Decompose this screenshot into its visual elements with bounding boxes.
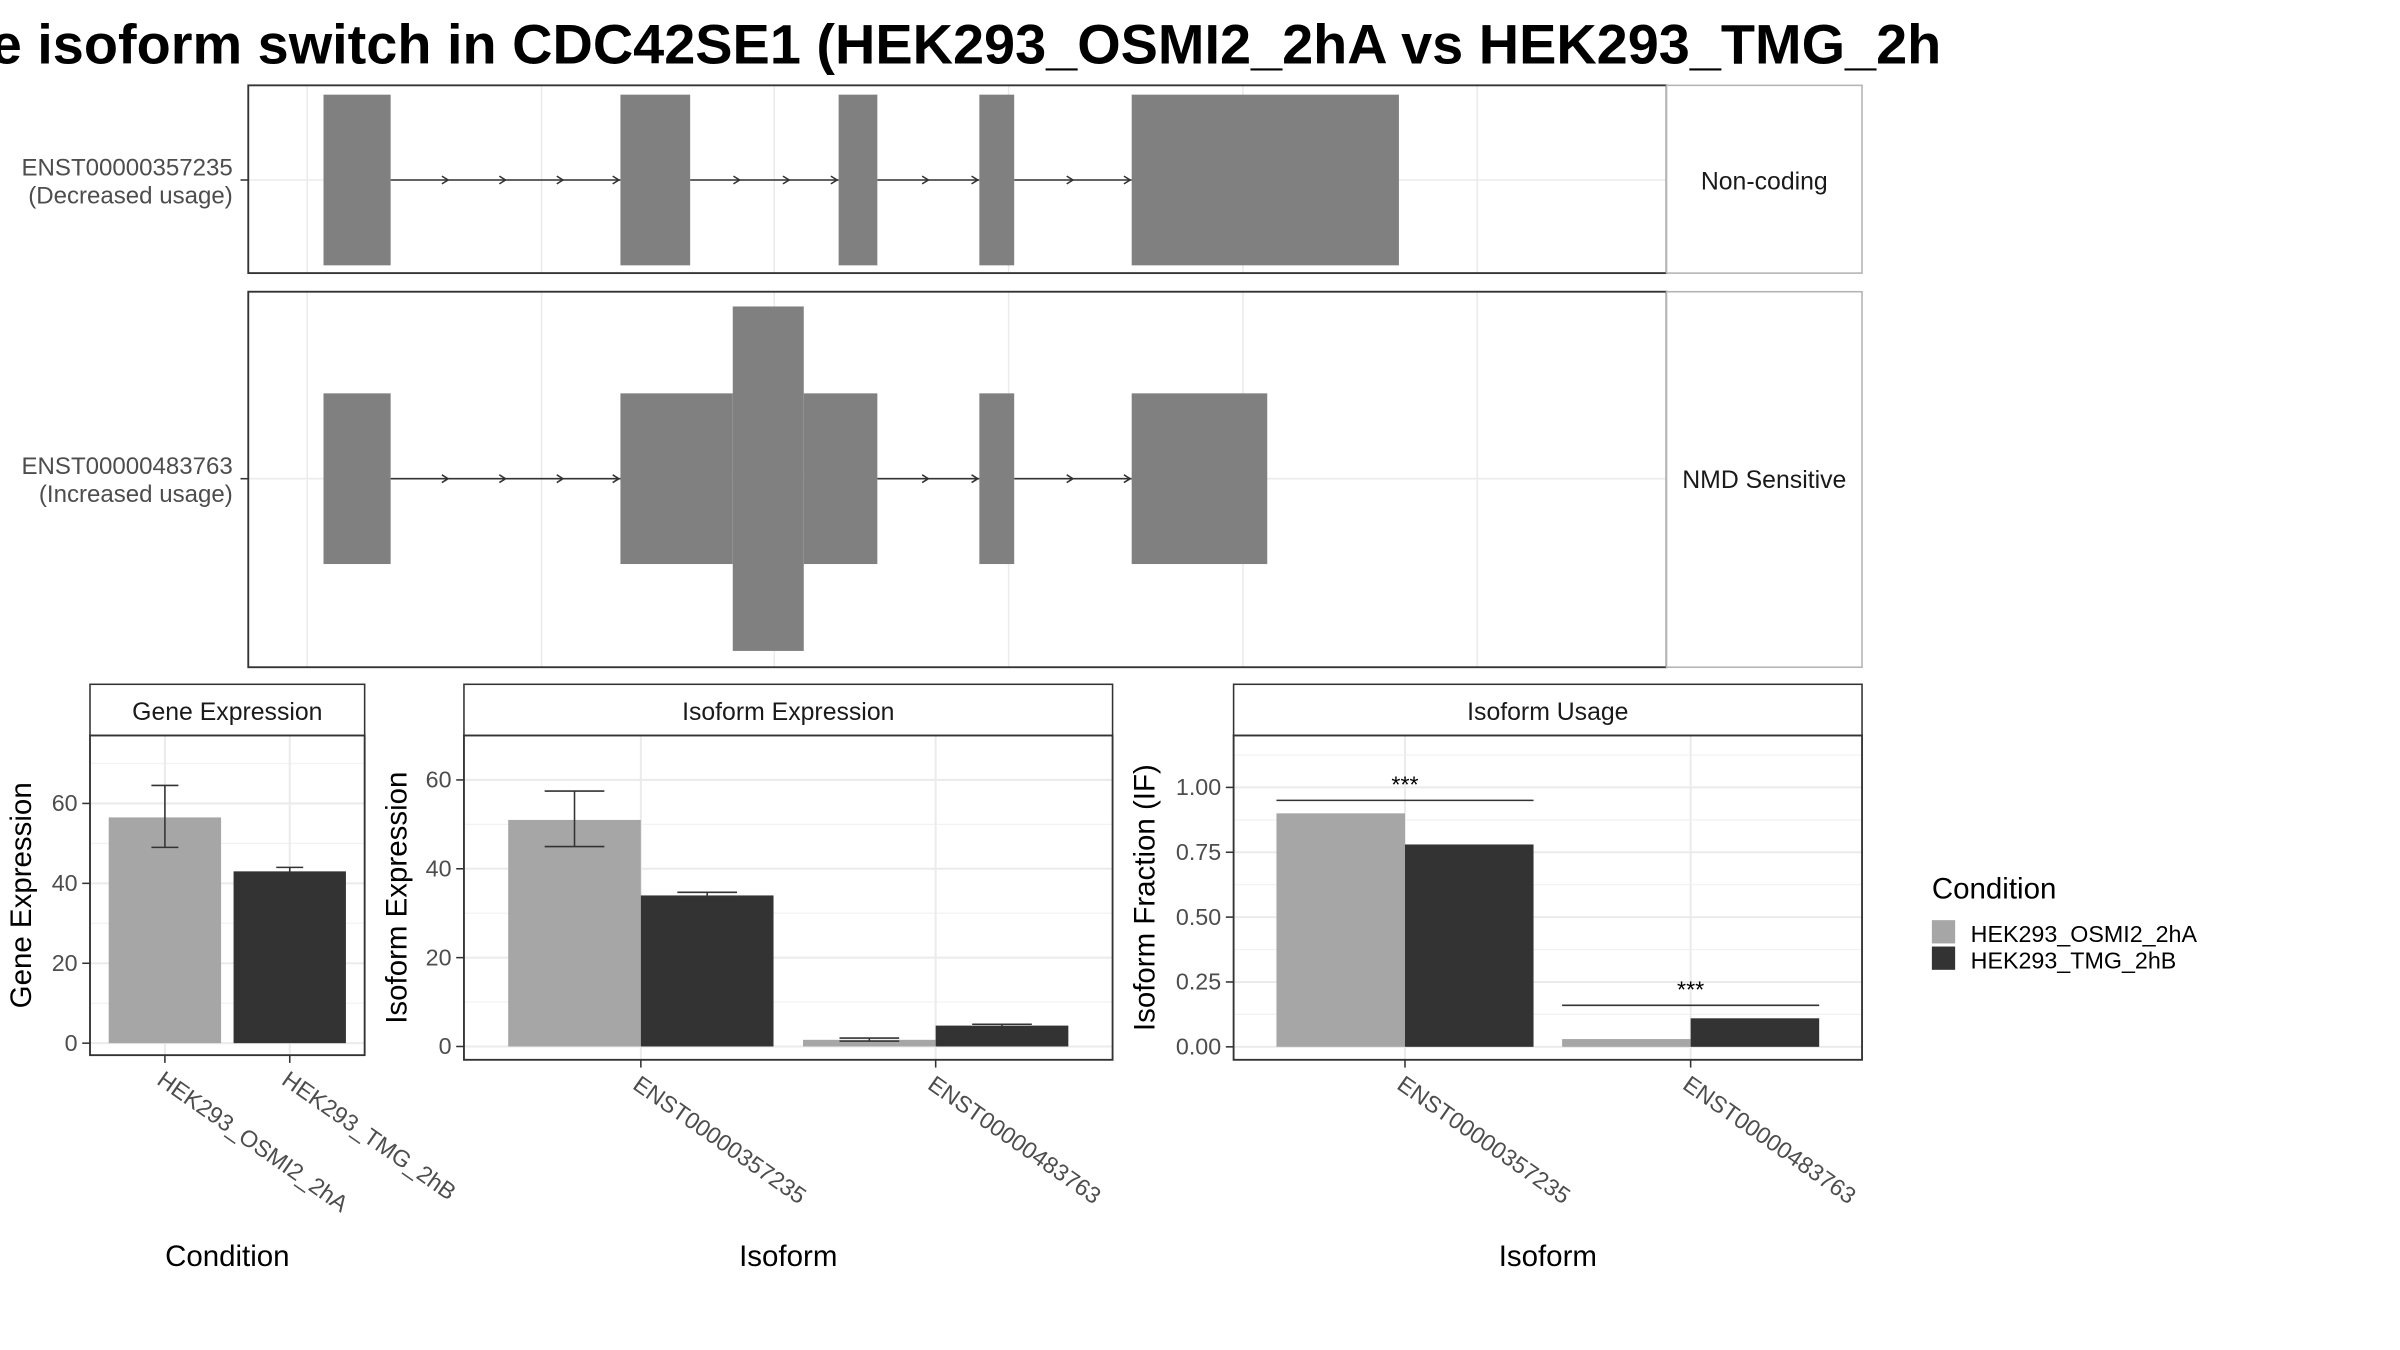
intron-arrow <box>921 175 930 185</box>
bar <box>1562 1039 1691 1047</box>
cds-exon <box>732 306 804 651</box>
annotation-strip <box>1665 290 1863 669</box>
significance-label: *** <box>1391 772 1418 798</box>
utr-exon <box>323 94 391 266</box>
intron-arrow <box>830 175 839 185</box>
bar <box>935 1025 1069 1047</box>
y-tick-label: 0.75 <box>1176 839 1221 865</box>
intron-arrow <box>1066 175 1075 185</box>
intron-arrow <box>921 474 930 484</box>
y-tick-label: 20 <box>426 944 452 970</box>
bar <box>640 895 774 1047</box>
bar <box>108 817 222 1044</box>
y-tick-label: 0 <box>65 1030 78 1056</box>
utr-exon <box>838 94 878 266</box>
x-axis-title: Isoform <box>1499 1240 1597 1273</box>
y-tick-label: 0.25 <box>1176 969 1221 995</box>
panel-border <box>1232 734 1863 1061</box>
intron-arrow <box>498 474 508 484</box>
panel-strip <box>463 683 1114 737</box>
annotation-strip <box>1665 84 1863 274</box>
bar <box>508 819 641 1047</box>
y-tick-label: 20 <box>52 950 78 976</box>
y-tick-label: 0 <box>439 1033 452 1059</box>
y-tick-label: 40 <box>52 870 78 896</box>
isoform-usage-label: (Decreased usage) <box>28 182 233 209</box>
panel-strip <box>1232 683 1863 737</box>
intron-arrow <box>441 175 450 185</box>
utr-exon <box>979 393 1015 565</box>
intron-arrow <box>1123 474 1132 484</box>
intron-arrow <box>441 474 450 484</box>
utr-exon <box>620 393 733 565</box>
y-axis-title: Gene Expression <box>5 782 38 1008</box>
intron-arrow <box>556 474 565 484</box>
y-tick-label: 0.00 <box>1176 1034 1221 1060</box>
utr-exon <box>803 393 878 565</box>
utr-exon <box>620 94 691 266</box>
intron-arrow <box>498 175 508 185</box>
utr-exon <box>1131 94 1399 266</box>
y-tick-label: 60 <box>426 767 452 793</box>
legend-title: Condition <box>1932 872 2057 905</box>
intron-arrow <box>612 175 621 185</box>
intron-arrow <box>971 175 980 185</box>
intron-arrow <box>971 474 980 484</box>
intron-arrow <box>1066 474 1075 484</box>
intron-arrow <box>612 474 621 484</box>
significance-label: *** <box>1677 977 1704 1003</box>
panel-title: Isoform Expression <box>682 699 894 726</box>
legend: Condition HEK293_OSMI2_2hA HEK293_TMG_2h… <box>1931 872 2198 973</box>
panel-title: Gene Expression <box>132 699 322 726</box>
bar <box>1404 844 1534 1047</box>
utr-exon <box>979 94 1015 266</box>
x-axis-title: Condition <box>165 1240 290 1273</box>
bar <box>803 1039 936 1047</box>
y-axis-title: Isoform Expression <box>381 772 414 1024</box>
panel-title: Isoform Usage <box>1467 699 1628 726</box>
utr-exon <box>1131 393 1268 565</box>
isoform-expression-panel: Isoform Expression0204060ENST00000357235… <box>381 683 1114 1273</box>
isoform-annotation-label: NMD Sensitive <box>1682 467 1846 494</box>
panel-border <box>463 734 1114 1061</box>
legend-swatch-b <box>1931 946 1956 970</box>
figure-title: e isoform switch in CDC42SE1 (HEK293_OSM… <box>0 13 1941 76</box>
utr-exon <box>323 393 391 565</box>
bar <box>1276 813 1405 1047</box>
isoform-id-label: ENST00000483763 <box>22 453 233 480</box>
bar <box>233 871 346 1044</box>
legend-entry-b: HEK293_TMG_2hB <box>1971 947 2177 973</box>
intron-arrow <box>782 175 791 185</box>
y-tick-label: 1.00 <box>1176 774 1221 800</box>
y-tick-label: 0.50 <box>1176 904 1221 930</box>
isoform-id-label: ENST00000357235 <box>22 154 233 181</box>
intron-arrow <box>556 175 565 185</box>
panel-border <box>89 734 366 1057</box>
intron-arrow <box>733 175 742 185</box>
y-tick-label: 60 <box>52 790 78 816</box>
isoform-usage-label: (Increased usage) <box>39 481 233 508</box>
x-axis-title: Isoform <box>739 1240 837 1273</box>
legend-swatch-a <box>1931 920 1956 944</box>
isoform-structure-panel: Non-coding ENST00000357235(Decreased usag… <box>22 84 1863 669</box>
isoform-annotation-label: Non-coding <box>1701 168 1828 195</box>
intron-arrow <box>1123 175 1132 185</box>
y-tick-label: 40 <box>426 856 452 882</box>
panel-strip <box>89 683 366 737</box>
legend-entry-a: HEK293_OSMI2_2hA <box>1971 921 2198 947</box>
bar <box>1690 1018 1820 1047</box>
y-axis-title: Isoform Fraction (IF) <box>1128 764 1161 1031</box>
